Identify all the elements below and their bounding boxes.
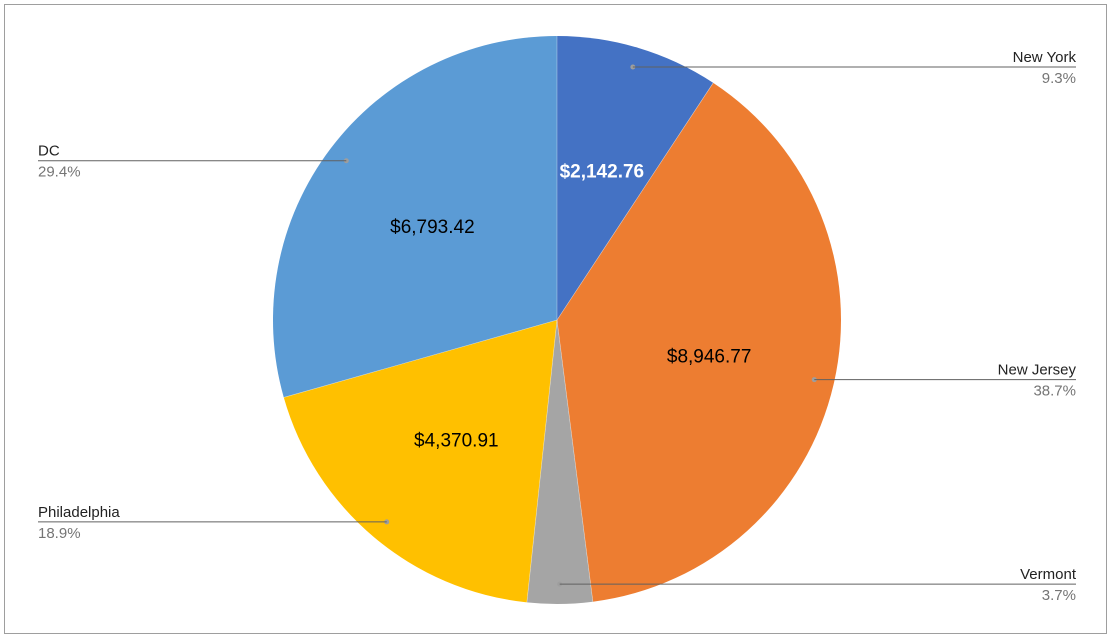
pie-slice-philadelphia [283, 320, 557, 603]
legend-label-new-york: New York [1013, 49, 1077, 66]
legend-percent-philadelphia: 18.9% [38, 525, 81, 542]
slice-separator [556, 82, 714, 321]
slice-separator [556, 319, 594, 602]
slice-value-label-philadelphia: $4,370.91 [414, 430, 499, 451]
legend-percent-dc: 29.4% [38, 164, 81, 181]
slice-value-label-new-york: $2,142.76 [560, 161, 645, 182]
legend-percent-new-york: 9.3% [1042, 70, 1076, 87]
slice-value-label-dc: $6,793.42 [390, 217, 475, 238]
legend-label-new-jersey: New Jersey [998, 362, 1077, 379]
slice-value-label-new-jersey: $8,946.77 [667, 346, 752, 367]
slice-separator [283, 319, 558, 398]
legend-label-philadelphia: Philadelphia [38, 504, 120, 521]
legend-label-dc: DC [38, 143, 60, 160]
legend-label-vermont: Vermont [1020, 566, 1077, 583]
legend-percent-new-jersey: 38.7% [1033, 383, 1076, 400]
pie-slice-new-york [557, 36, 714, 320]
pie-slice-vermont [526, 320, 593, 604]
slice-separator [526, 319, 558, 603]
legend-percent-vermont: 3.7% [1042, 587, 1076, 604]
pie-slice-dc [273, 36, 557, 398]
